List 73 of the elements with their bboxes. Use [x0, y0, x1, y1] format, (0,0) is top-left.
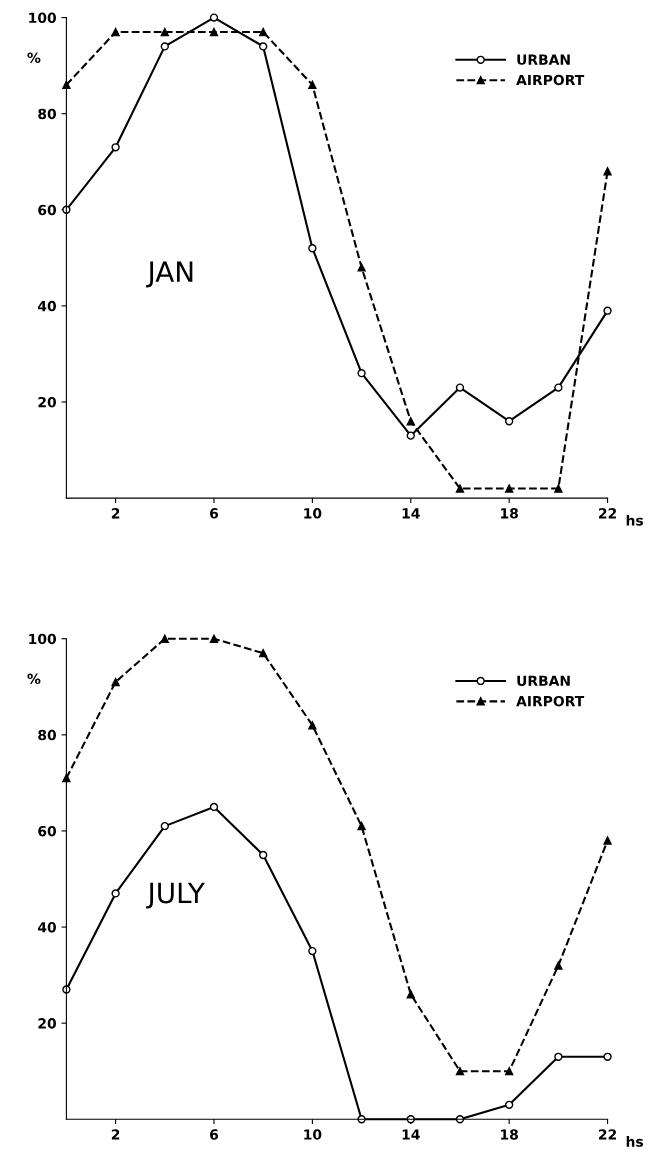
x-tick-label: 2	[111, 508, 120, 519]
point	[209, 634, 219, 643]
x-tick-label: 6	[210, 508, 219, 519]
point	[259, 648, 268, 658]
point	[357, 263, 366, 272]
y-tick-label: 100	[29, 633, 57, 645]
point	[308, 946, 317, 956]
x-tick-label: 6	[210, 1129, 219, 1140]
point	[209, 27, 219, 37]
point	[160, 821, 169, 831]
point	[308, 721, 317, 730]
x-axis-title: hs	[626, 514, 644, 526]
legend-label: AIRPORT	[516, 74, 585, 86]
point	[504, 1067, 514, 1076]
y-axis-title: %	[27, 673, 41, 685]
point	[603, 836, 612, 845]
x-tick-label: 10	[304, 508, 322, 519]
legend-label: AIRPORT	[516, 695, 585, 707]
point	[111, 889, 120, 898]
point	[259, 27, 268, 37]
annotation: JULY	[146, 882, 205, 909]
annotation: JAN	[146, 261, 193, 288]
x-tick-label: 18	[501, 508, 518, 519]
y-tick-label: 20	[38, 1018, 57, 1029]
point	[308, 80, 317, 90]
point	[504, 417, 514, 426]
point	[308, 244, 317, 253]
x-tick-label: 18	[501, 1129, 518, 1140]
point	[259, 850, 268, 860]
y-tick-label: 40	[37, 922, 57, 933]
point	[455, 383, 465, 392]
legend-label: URBAN	[517, 54, 570, 65]
point	[111, 677, 120, 687]
x-tick-label: 22	[598, 1129, 617, 1140]
point	[554, 383, 563, 392]
y-axis-title: %	[27, 52, 41, 63]
point	[554, 1052, 563, 1061]
point	[160, 27, 169, 37]
y-tick-label: 80	[38, 729, 57, 741]
y-tick-label: 100	[29, 12, 57, 24]
x-tick-label: 10	[304, 1129, 322, 1140]
y-tick-label: 60	[38, 825, 57, 837]
point	[160, 634, 169, 643]
y-tick-label: 40	[37, 300, 57, 312]
legend-label: URBAN	[517, 675, 570, 687]
point	[603, 167, 612, 176]
point	[111, 27, 120, 37]
point	[259, 42, 268, 51]
point	[357, 368, 366, 378]
y-tick-label: 20	[38, 396, 57, 408]
point	[554, 484, 563, 493]
x-tick-label: 22	[598, 508, 617, 519]
point	[455, 484, 465, 493]
point	[160, 42, 169, 51]
y-tick-label: 80	[38, 108, 57, 120]
x-axis-title: hs	[626, 1136, 644, 1147]
x-tick-label: 14	[402, 508, 420, 519]
point	[603, 1052, 612, 1061]
point	[209, 802, 219, 812]
point	[603, 306, 612, 315]
point	[357, 821, 366, 831]
point	[504, 484, 514, 493]
point	[406, 990, 415, 999]
point	[406, 417, 415, 426]
x-tick-label: 14	[402, 1129, 420, 1140]
point	[111, 143, 120, 152]
point	[406, 431, 415, 440]
x-tick-label: 2	[111, 1129, 120, 1140]
point	[554, 961, 563, 970]
y-tick-label: 60	[38, 204, 57, 216]
point	[455, 1067, 465, 1076]
point	[504, 1100, 514, 1110]
point	[209, 13, 219, 22]
